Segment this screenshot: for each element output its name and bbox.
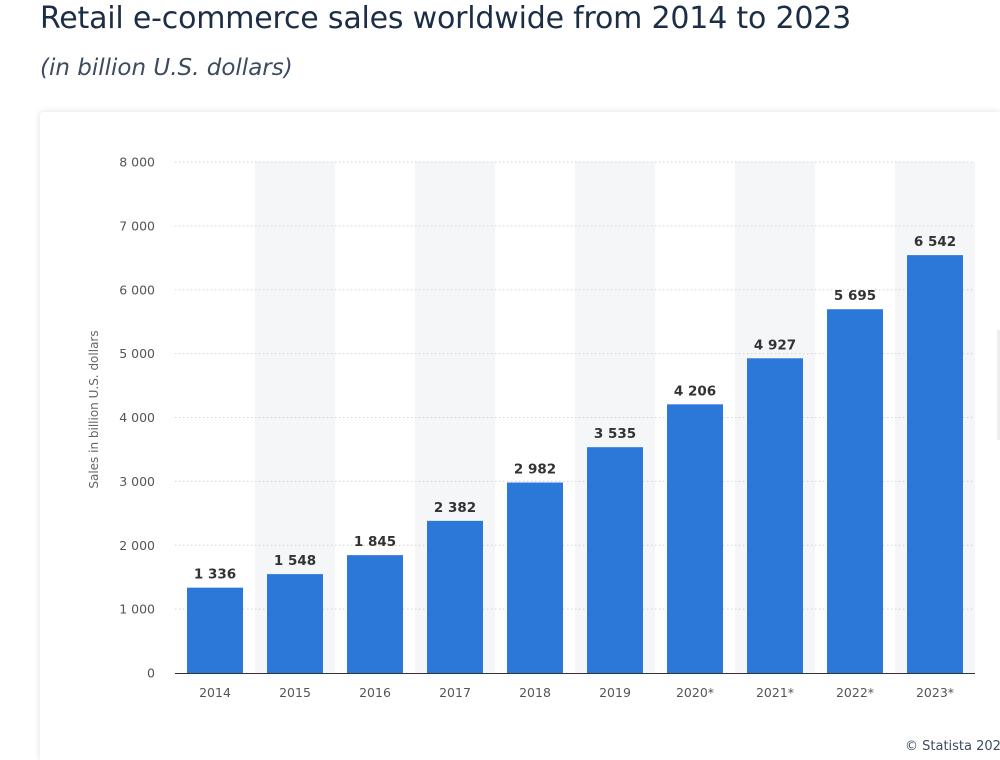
bar-value-label: 1 845 [354, 534, 396, 550]
bar-value-label: 2 382 [434, 500, 476, 516]
y-tick-label: 8 000 [119, 155, 155, 170]
y-tick-label: 0 [147, 666, 155, 681]
bar-2015[interactable] [267, 574, 323, 673]
x-tick-label: 2023* [916, 685, 954, 700]
x-tick-label: 2019 [599, 685, 631, 700]
bar-value-label: 1 336 [194, 567, 236, 583]
bar-value-label: 4 927 [754, 337, 796, 353]
x-tick-label: 2021* [756, 685, 794, 700]
bar-2019[interactable] [587, 447, 643, 673]
chart-y-tick-labels: 0 1 000 2 000 3 000 4 000 5 000 6 000 7 000 8 00… [119, 155, 155, 681]
bar-2022*[interactable] [827, 309, 883, 673]
y-tick-label: 5 000 [119, 346, 155, 361]
bar-value-label: 6 542 [914, 234, 956, 250]
scrollbar-hint[interactable] [997, 330, 1000, 440]
page-subtitle: (in billion U.S. dollars) [40, 55, 293, 81]
bar-value-label: 1 548 [274, 553, 316, 569]
y-tick-label: 2 000 [119, 538, 155, 553]
x-tick-label: 2020* [676, 685, 714, 700]
bar-2017[interactable] [427, 520, 483, 673]
bar-2018[interactable] [507, 482, 563, 673]
bar-value-label: 4 206 [674, 383, 716, 399]
chart-x-tick-labels: 2014 2015 2016 2017 2018 2019 2020* 2021* 2022* 2… [199, 685, 954, 700]
y-tick-label: 4 000 [119, 410, 155, 425]
x-tick-label: 2018 [519, 685, 551, 700]
x-tick-label: 2017 [439, 685, 471, 700]
y-axis-label: Sales in billion U.S. dollars [87, 330, 101, 488]
bar-2014[interactable] [187, 587, 243, 673]
bar-2016[interactable] [347, 555, 403, 673]
page-title: Retail e-commerce sales worldwide from 2… [40, 1, 852, 36]
x-tick-label: 2022* [836, 685, 874, 700]
y-tick-label: 7 000 [119, 218, 155, 233]
x-tick-label: 2014 [199, 685, 231, 700]
y-tick-label: 6 000 [119, 282, 155, 297]
bar-value-label: 2 982 [514, 462, 556, 478]
bar-value-label: 5 695 [834, 288, 876, 304]
bar-2020*[interactable] [667, 404, 723, 673]
x-tick-label: 2016 [359, 685, 391, 700]
chart-bar-labels: 1 336 1 548 1 845 2 382 2 982 3 535 4 206 4 927… [194, 234, 956, 583]
source-credit[interactable]: © Statista 202 [905, 739, 1000, 754]
bar-2023*[interactable] [907, 255, 963, 673]
chart-bars [187, 255, 963, 673]
y-tick-label: 1 000 [119, 602, 155, 617]
y-tick-label: 3 000 [119, 474, 155, 489]
x-tick-label: 2015 [279, 685, 311, 700]
bar-value-label: 3 535 [594, 426, 636, 442]
bar-2021*[interactable] [747, 358, 803, 673]
